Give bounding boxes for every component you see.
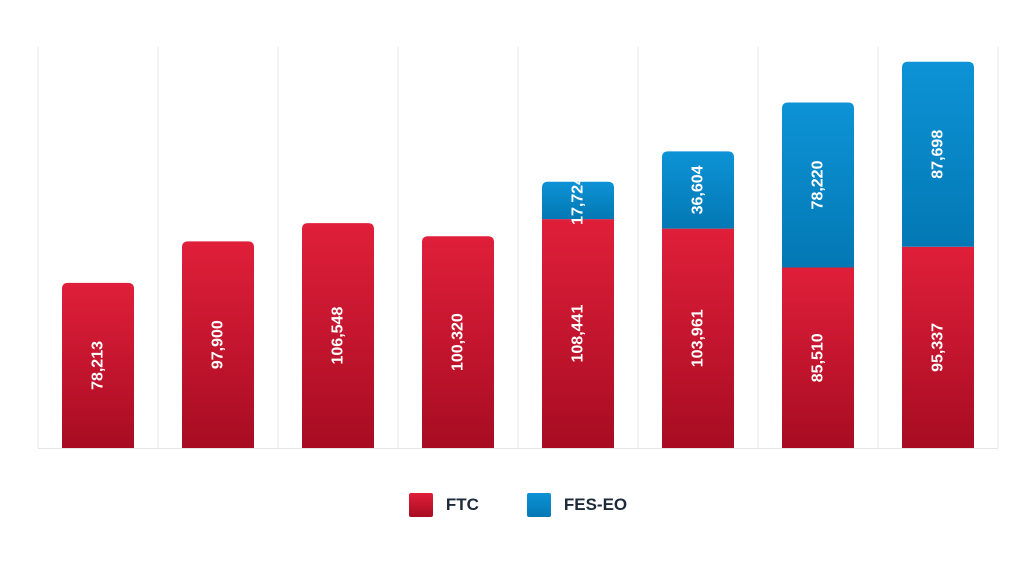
- bar-ftc-3[interactable]: [302, 223, 374, 448]
- legend: FTC FES-EO: [0, 493, 1036, 517]
- data-label-ftc-5: 108,441: [570, 305, 587, 363]
- data-label-ftc-4: 100,320: [450, 313, 467, 371]
- legend-swatch-ftc: [408, 493, 433, 517]
- data-label-fes-eo-5: 17,724: [570, 176, 587, 225]
- bar-fes-eo-8[interactable]: [902, 61, 974, 247]
- data-labels: 78,213 97,900 106,548 100,320 108,441 17,724 1…: [90, 130, 947, 390]
- bar-ftc-5[interactable]: [542, 219, 614, 448]
- grid-lines: [37, 47, 999, 449]
- bar-ftc-8[interactable]: [902, 246, 974, 448]
- bar-ftc-4[interactable]: [422, 236, 494, 448]
- bar-ftc-6[interactable]: [662, 228, 734, 448]
- legend-label-ftc: FTC: [445, 495, 479, 514]
- bar-fes-eo-5[interactable]: [542, 181, 614, 220]
- legend-item-ftc[interactable]: FTC: [408, 493, 479, 517]
- data-label-fes-eo-8: 87,698: [930, 130, 947, 179]
- bar-fes-eo-7[interactable]: [782, 102, 854, 268]
- data-label-ftc-2: 97,900: [210, 320, 227, 369]
- bars: [62, 61, 974, 448]
- data-label-ftc-1: 78,213: [90, 341, 107, 390]
- legend-swatch-fes-eo: [526, 493, 551, 517]
- data-label-ftc-7: 85,510: [810, 333, 827, 382]
- bar-ftc-2[interactable]: [182, 241, 254, 448]
- data-label-fes-eo-6: 36,604: [690, 165, 707, 214]
- legend-item-fes-eo[interactable]: FES-EO: [526, 493, 628, 517]
- bar-ftc-7[interactable]: [782, 267, 854, 448]
- data-label-ftc-8: 95,337: [930, 323, 947, 372]
- bar-ftc-1[interactable]: [62, 282, 134, 448]
- legend-label-fes-eo: FES-EO: [563, 495, 628, 514]
- data-label-ftc-6: 103,961: [690, 309, 707, 367]
- data-label-fes-eo-7: 78,220: [810, 160, 827, 209]
- bar-fes-eo-6[interactable]: [662, 151, 734, 229]
- data-label-ftc-3: 106,548: [330, 307, 347, 365]
